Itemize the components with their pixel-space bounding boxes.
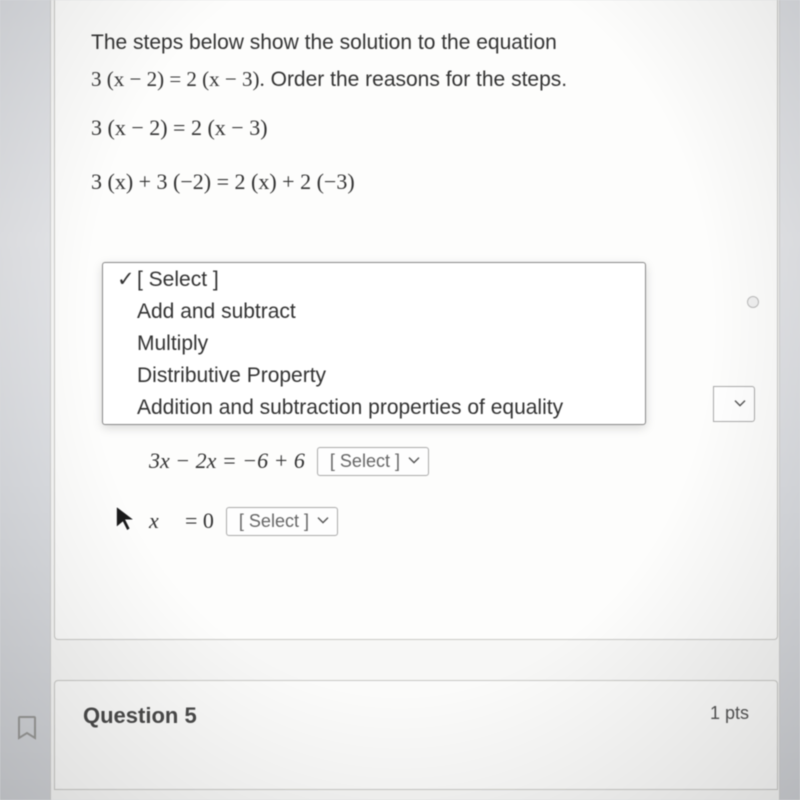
step-4-row: x = 0 [ Select ]	[149, 502, 338, 540]
step-4-val: = 0	[185, 502, 214, 540]
chevron-down-icon	[734, 400, 746, 408]
partial-select-edge[interactable]	[713, 386, 755, 422]
dropdown-option-label: Distributive Property	[137, 364, 326, 388]
dropdown-option-label: Multiply	[137, 332, 208, 356]
problem-instruction: Order the reasons for the steps.	[271, 68, 567, 91]
dropdown-option-3[interactable]: Addition and subtraction properties of e…	[103, 392, 645, 424]
question-content: The steps below show the solution to the…	[55, 0, 777, 224]
dropdown-option-label: Add and subtract	[137, 300, 296, 324]
scroll-indicator	[747, 296, 759, 308]
dropdown-selected-label: [ Select ]	[137, 268, 219, 292]
step-1: 3 (x − 2) = 2 (x − 3)	[91, 106, 747, 150]
dropdown-option-label: Addition and subtraction properties of e…	[137, 396, 563, 420]
problem-line-2: 3 (x − 2) = 2 (x − 3). Order the reasons…	[91, 64, 747, 95]
reasons-dropdown[interactable]: ✓ [ Select ] Add and subtract Multiply D…	[102, 262, 646, 425]
screen: The steps below show the solution to the…	[0, 0, 800, 800]
problem-line-1: The steps below show the solution to the…	[91, 28, 747, 58]
next-question-points: 1 pts	[710, 703, 749, 724]
select-step-3[interactable]: [ Select ]	[317, 447, 429, 476]
step-4-var: x	[149, 502, 179, 540]
step-2: 3 (x) + 3 (−2) = 2 (x) + 2 (−3)	[91, 160, 747, 204]
problem-equation: 3 (x − 2) = 2 (x − 3).	[91, 61, 265, 97]
dropdown-option-1[interactable]: Multiply	[103, 328, 645, 360]
dropdown-option-2[interactable]: Distributive Property	[103, 360, 645, 392]
step-3-row: 3x − 2x = −6 + 6 [ Select ]	[149, 442, 429, 480]
chevron-down-icon	[317, 517, 329, 525]
bookmark-icon[interactable]	[16, 714, 40, 747]
next-question-card: Question 5 1 pts	[54, 680, 778, 790]
next-question-title: Question 5	[83, 703, 197, 729]
dropdown-selected[interactable]: ✓ [ Select ]	[103, 263, 645, 296]
select-step-4[interactable]: [ Select ]	[226, 507, 338, 536]
select-placeholder: [ Select ]	[239, 511, 309, 531]
chevron-down-icon	[408, 457, 420, 465]
dropdown-option-0[interactable]: Add and subtract	[103, 296, 645, 328]
check-icon: ✓	[117, 267, 133, 292]
step-3: 3x − 2x = −6 + 6	[149, 442, 305, 480]
select-placeholder: [ Select ]	[330, 451, 400, 471]
